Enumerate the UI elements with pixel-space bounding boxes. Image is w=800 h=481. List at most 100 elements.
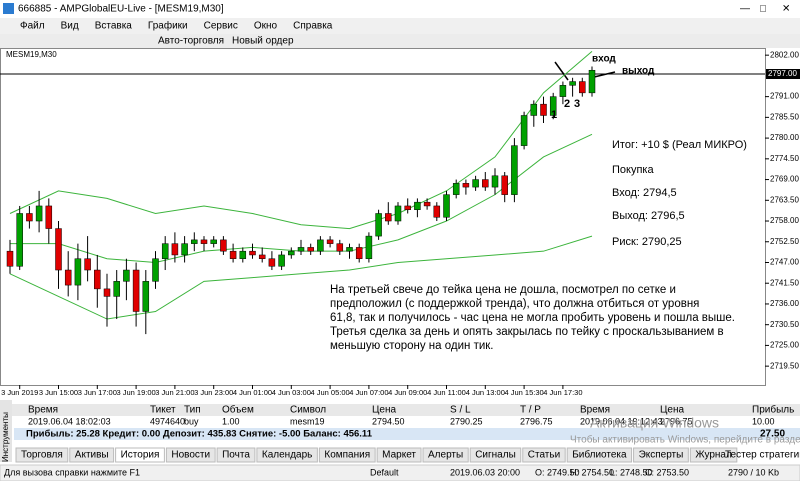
minimize[interactable]: — <box>740 4 750 15</box>
candle-body <box>462 183 470 188</box>
column-header[interactable]: Символ <box>290 405 326 416</box>
tab[interactable]: Сигналы <box>475 450 516 461</box>
menu-item[interactable]: Файл <box>20 21 45 32</box>
row-cell: 2796.75 <box>660 416 693 426</box>
status-item: 2019.06.03 20:00 <box>450 467 520 477</box>
candle-body <box>278 254 285 267</box>
status-item: Default <box>370 467 399 477</box>
candle-body <box>375 213 382 237</box>
tab[interactable]: Журнал <box>695 450 732 461</box>
status-item: C: 2753.50 <box>645 467 689 477</box>
candle-body <box>249 250 256 256</box>
status-item: O: 2749.50 <box>535 467 580 477</box>
column-header[interactable]: Время <box>28 405 58 416</box>
tab[interactable]: Активы <box>75 450 109 461</box>
x-tick-label: 4 Jun 03:00 <box>272 388 311 397</box>
toolbar-bg <box>0 34 800 48</box>
candle-body <box>161 243 169 259</box>
candle-body <box>365 235 373 259</box>
title-bar <box>0 0 800 18</box>
y-tick-label: 2802.00 <box>770 50 799 59</box>
candle-body <box>35 205 43 222</box>
tab[interactable]: Почта <box>222 450 250 461</box>
tab[interactable]: Библиотека <box>572 449 627 461</box>
note-line: предположил (с поддержкой тренда), что д… <box>330 298 699 310</box>
x-tick-label: 3 Jun 21:00 <box>155 388 194 397</box>
candle-body <box>433 205 441 218</box>
tab[interactable]: Новости <box>171 450 210 461</box>
note-line: 61,8, так и получилось - час цена не мог… <box>330 312 735 324</box>
candle-body <box>16 213 23 267</box>
menu-item[interactable]: Графики <box>148 20 188 32</box>
column-header[interactable]: T / P <box>520 405 541 416</box>
candle-body <box>452 183 460 195</box>
maximize[interactable]: □ <box>760 4 766 15</box>
x-tick-label: 3 Jun 23:00 <box>194 388 233 397</box>
candle-body <box>123 269 130 282</box>
toolbar-button[interactable]: Авто-торговля <box>158 36 224 47</box>
tester-tab[interactable]: Тестер стратегий <box>725 450 800 461</box>
watermark: Чтобы активировать Windows, перейдите в … <box>570 434 800 446</box>
menu-item[interactable]: Вставка <box>95 21 133 32</box>
y-tick-label: 2774.50 <box>770 154 799 163</box>
note-line: Третья сделка за день и опять закрылась … <box>330 326 724 338</box>
menu-item[interactable]: Вид <box>61 21 79 32</box>
tab[interactable]: Торговля <box>21 450 63 461</box>
tab[interactable]: Эксперты <box>639 450 684 461</box>
candle-body <box>132 269 140 312</box>
x-tick-label: 4 Jun 17:30 <box>543 388 582 397</box>
x-tick-label: 4 Jun 09:00 <box>388 388 427 397</box>
candle-body <box>472 179 479 188</box>
candle-body <box>94 269 101 290</box>
candle-body <box>559 85 567 97</box>
row-cell: 4974640 <box>150 416 185 426</box>
candle-body <box>549 96 557 116</box>
tab[interactable]: Статьи <box>528 450 560 461</box>
x-tick-label: 4 Jun 07:00 <box>349 388 388 397</box>
column-header[interactable]: S / L <box>450 405 471 416</box>
close[interactable]: ✕ <box>782 4 790 15</box>
menu-item[interactable]: Справка <box>293 21 333 32</box>
candle-body <box>210 239 217 244</box>
toolbar-button[interactable]: Новый ордер <box>232 36 294 47</box>
menu-item[interactable]: Окно <box>254 21 278 32</box>
column-header[interactable]: Объем <box>222 404 254 416</box>
menu-item[interactable]: Сервис <box>204 21 238 32</box>
y-tick-label: 2758.00 <box>770 216 799 225</box>
x-tick-label: 3 Jun 19:00 <box>116 388 155 397</box>
tab[interactable]: Алерты <box>428 450 463 461</box>
column-header[interactable]: Тип <box>184 405 201 416</box>
column-header[interactable]: Прибыль <box>752 404 794 416</box>
note-line: меньшую сторону на один тик. <box>330 340 494 352</box>
candle-body <box>220 239 227 252</box>
candle-body <box>191 239 198 244</box>
column-header[interactable]: Время <box>580 405 610 416</box>
column-header[interactable]: Цена <box>372 405 396 416</box>
y-tick-label: 2785.50 <box>770 112 799 121</box>
row-cell: 2794.50 <box>372 416 405 426</box>
x-tick-label: 4 Jun 11:00 <box>427 388 466 397</box>
summary-line: Вход: 2794,5 <box>612 187 677 199</box>
candle-body <box>288 250 295 256</box>
tab[interactable]: Маркет <box>382 450 416 461</box>
terminal-header-bg <box>0 404 800 416</box>
candle-body <box>443 194 450 218</box>
tab-bg <box>469 447 522 463</box>
row-cell: 2019.06.04 19:12:43 <box>580 416 663 426</box>
candle-body <box>6 250 14 267</box>
candle-body <box>142 281 150 312</box>
candle-body <box>239 250 247 259</box>
candle-body <box>501 175 508 195</box>
status-item: Для вызова справки нажмите F1 <box>4 467 140 477</box>
tab[interactable]: Компания <box>324 450 370 461</box>
candle-body <box>64 269 72 286</box>
y-tick-label: 2747.00 <box>770 258 799 267</box>
column-header[interactable]: Цена <box>660 405 684 416</box>
y-tick-label: 2763.50 <box>770 195 799 204</box>
candle-body <box>336 243 344 252</box>
candle-body <box>307 247 314 252</box>
column-header[interactable]: Тикет <box>150 405 176 416</box>
tab[interactable]: История <box>121 450 160 461</box>
tab[interactable]: Календарь <box>262 450 312 461</box>
